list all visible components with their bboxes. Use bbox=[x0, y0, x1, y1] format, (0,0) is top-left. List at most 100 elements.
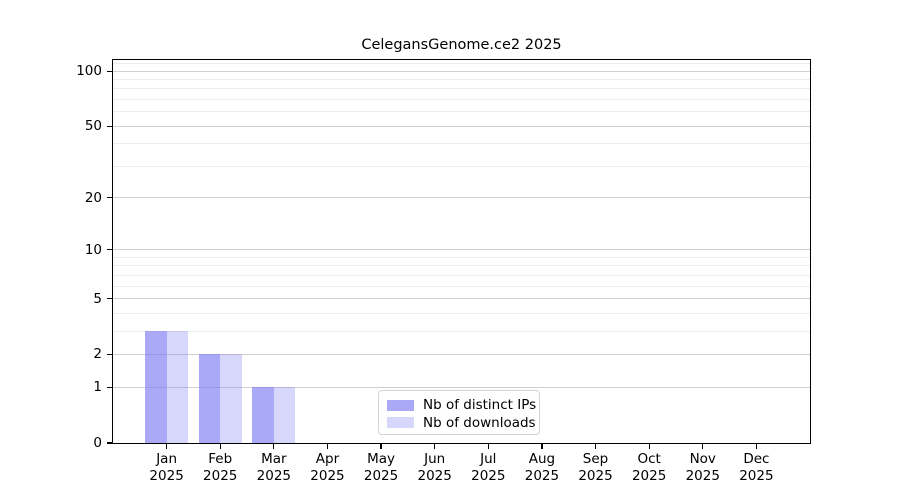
y-gridline-minor bbox=[113, 285, 810, 287]
x-tick-month: Nov bbox=[689, 451, 716, 467]
x-tick-year: 2025 bbox=[149, 467, 184, 484]
x-tick bbox=[380, 444, 382, 449]
x-tick-month: Jul bbox=[480, 451, 497, 467]
x-tick-label: Jun 2025 bbox=[403, 451, 467, 484]
x-tick-label: May 2025 bbox=[349, 451, 413, 484]
legend-label-downloads: Nb of downloads bbox=[423, 414, 536, 431]
y-gridline-minor bbox=[113, 88, 810, 90]
y-gridline-minor bbox=[113, 330, 810, 332]
x-tick-label: Jul 2025 bbox=[456, 451, 520, 484]
x-tick bbox=[434, 444, 436, 449]
y-gridline-major bbox=[113, 353, 810, 355]
y-tick bbox=[107, 125, 112, 127]
x-tick-year: 2025 bbox=[739, 467, 774, 484]
y-gridline-minor bbox=[113, 312, 810, 314]
x-tick bbox=[219, 444, 221, 449]
x-tick-month: Feb bbox=[208, 451, 233, 467]
y-tick-label: 0 bbox=[93, 435, 102, 451]
y-tick bbox=[107, 386, 112, 388]
y-gridline-minor bbox=[113, 111, 810, 113]
axis-spine-left bbox=[112, 59, 114, 444]
y-tick-label: 2 bbox=[93, 346, 102, 363]
x-tick-year: 2025 bbox=[363, 467, 399, 484]
x-tick-year: 2025 bbox=[524, 467, 560, 484]
x-tick bbox=[702, 444, 704, 449]
y-tick-label: 50 bbox=[84, 118, 102, 135]
y-gridline-minor bbox=[113, 256, 810, 258]
y-tick bbox=[107, 297, 112, 300]
x-tick bbox=[648, 444, 650, 449]
y-gridline-minor bbox=[113, 265, 810, 267]
x-tick-year: 2025 bbox=[471, 467, 506, 484]
chart-title: CelegansGenome.ce2 2025 bbox=[361, 37, 562, 53]
x-tick-month: Jun bbox=[424, 451, 446, 467]
y-tick bbox=[107, 197, 112, 199]
legend-swatch-downloads bbox=[387, 417, 414, 428]
x-tick bbox=[165, 444, 168, 449]
x-tick-label: Apr 2025 bbox=[295, 451, 359, 484]
y-gridline-major bbox=[113, 298, 810, 300]
x-tick-year: 2025 bbox=[631, 467, 667, 484]
x-tick bbox=[594, 444, 597, 449]
y-gridline-minor bbox=[113, 274, 810, 276]
x-tick-month: Apr bbox=[315, 451, 340, 467]
y-tick bbox=[107, 249, 112, 251]
x-tick-label: Oct 2025 bbox=[617, 451, 681, 484]
y-gridline-major bbox=[113, 249, 810, 251]
x-tick bbox=[755, 444, 758, 449]
y-gridline-minor bbox=[113, 99, 810, 101]
x-tick-year: 2025 bbox=[417, 467, 452, 484]
bar-distinct-ips bbox=[252, 387, 274, 443]
x-tick-month: Dec bbox=[743, 451, 770, 467]
y-tick-label: 1 bbox=[93, 379, 102, 396]
x-tick bbox=[273, 444, 275, 449]
x-tick-year: 2025 bbox=[256, 467, 292, 484]
bar-downloads bbox=[273, 387, 296, 443]
x-tick-year: 2025 bbox=[578, 467, 613, 484]
bar-downloads bbox=[220, 354, 242, 443]
x-tick-month: Oct bbox=[637, 451, 661, 467]
y-tick-label: 20 bbox=[84, 189, 102, 206]
y-gridline-major bbox=[113, 197, 810, 199]
x-tick-label: Jan 2025 bbox=[135, 451, 199, 484]
x-tick-label: Aug 2025 bbox=[510, 451, 574, 484]
x-tick-label: Feb 2025 bbox=[188, 451, 252, 484]
y-gridline-major bbox=[113, 70, 810, 72]
bar-downloads bbox=[166, 331, 189, 443]
y-tick-label: 10 bbox=[84, 241, 102, 258]
x-tick-month: Mar bbox=[261, 451, 287, 467]
x-tick-year: 2025 bbox=[203, 467, 238, 484]
x-tick-month: Sep bbox=[582, 451, 609, 467]
legend-row-downloads: Nb of downloads bbox=[387, 415, 536, 431]
y-tick-label: 5 bbox=[93, 290, 102, 307]
y-gridline-major bbox=[113, 386, 810, 388]
legend-label-distinct-ips: Nb of distinct IPs bbox=[423, 397, 537, 413]
x-tick-year: 2025 bbox=[310, 467, 345, 484]
axis-spine-right bbox=[809, 59, 811, 444]
y-gridline-minor bbox=[113, 79, 810, 81]
y-tick bbox=[107, 442, 112, 444]
x-tick-month: Aug bbox=[528, 451, 556, 467]
legend-row-distinct-ips: Nb of distinct IPs bbox=[387, 397, 536, 413]
bar-distinct-ips bbox=[145, 331, 167, 443]
y-gridline-minor bbox=[113, 165, 810, 167]
x-tick-month: May bbox=[367, 451, 396, 467]
x-tick-label: Dec 2025 bbox=[724, 451, 788, 484]
legend: Nb of distinct IPs Nb of downloads bbox=[378, 390, 540, 435]
bar-distinct-ips bbox=[198, 354, 221, 443]
y-gridline-major bbox=[113, 125, 810, 127]
x-tick-label: Mar 2025 bbox=[242, 451, 306, 484]
x-tick-label: Nov 2025 bbox=[671, 451, 735, 484]
y-tick bbox=[107, 353, 112, 356]
x-tick-year: 2025 bbox=[685, 467, 720, 484]
legend-swatch-distinct-ips bbox=[387, 399, 414, 411]
x-tick bbox=[541, 444, 543, 449]
y-gridline-minor bbox=[113, 143, 810, 145]
x-tick bbox=[487, 444, 489, 449]
y-gridline-minor bbox=[113, 63, 810, 65]
x-tick-month: Jan bbox=[156, 451, 178, 467]
axis-spine-top bbox=[112, 59, 811, 61]
axis-spine-bottom bbox=[112, 442, 811, 444]
x-tick bbox=[326, 444, 329, 449]
